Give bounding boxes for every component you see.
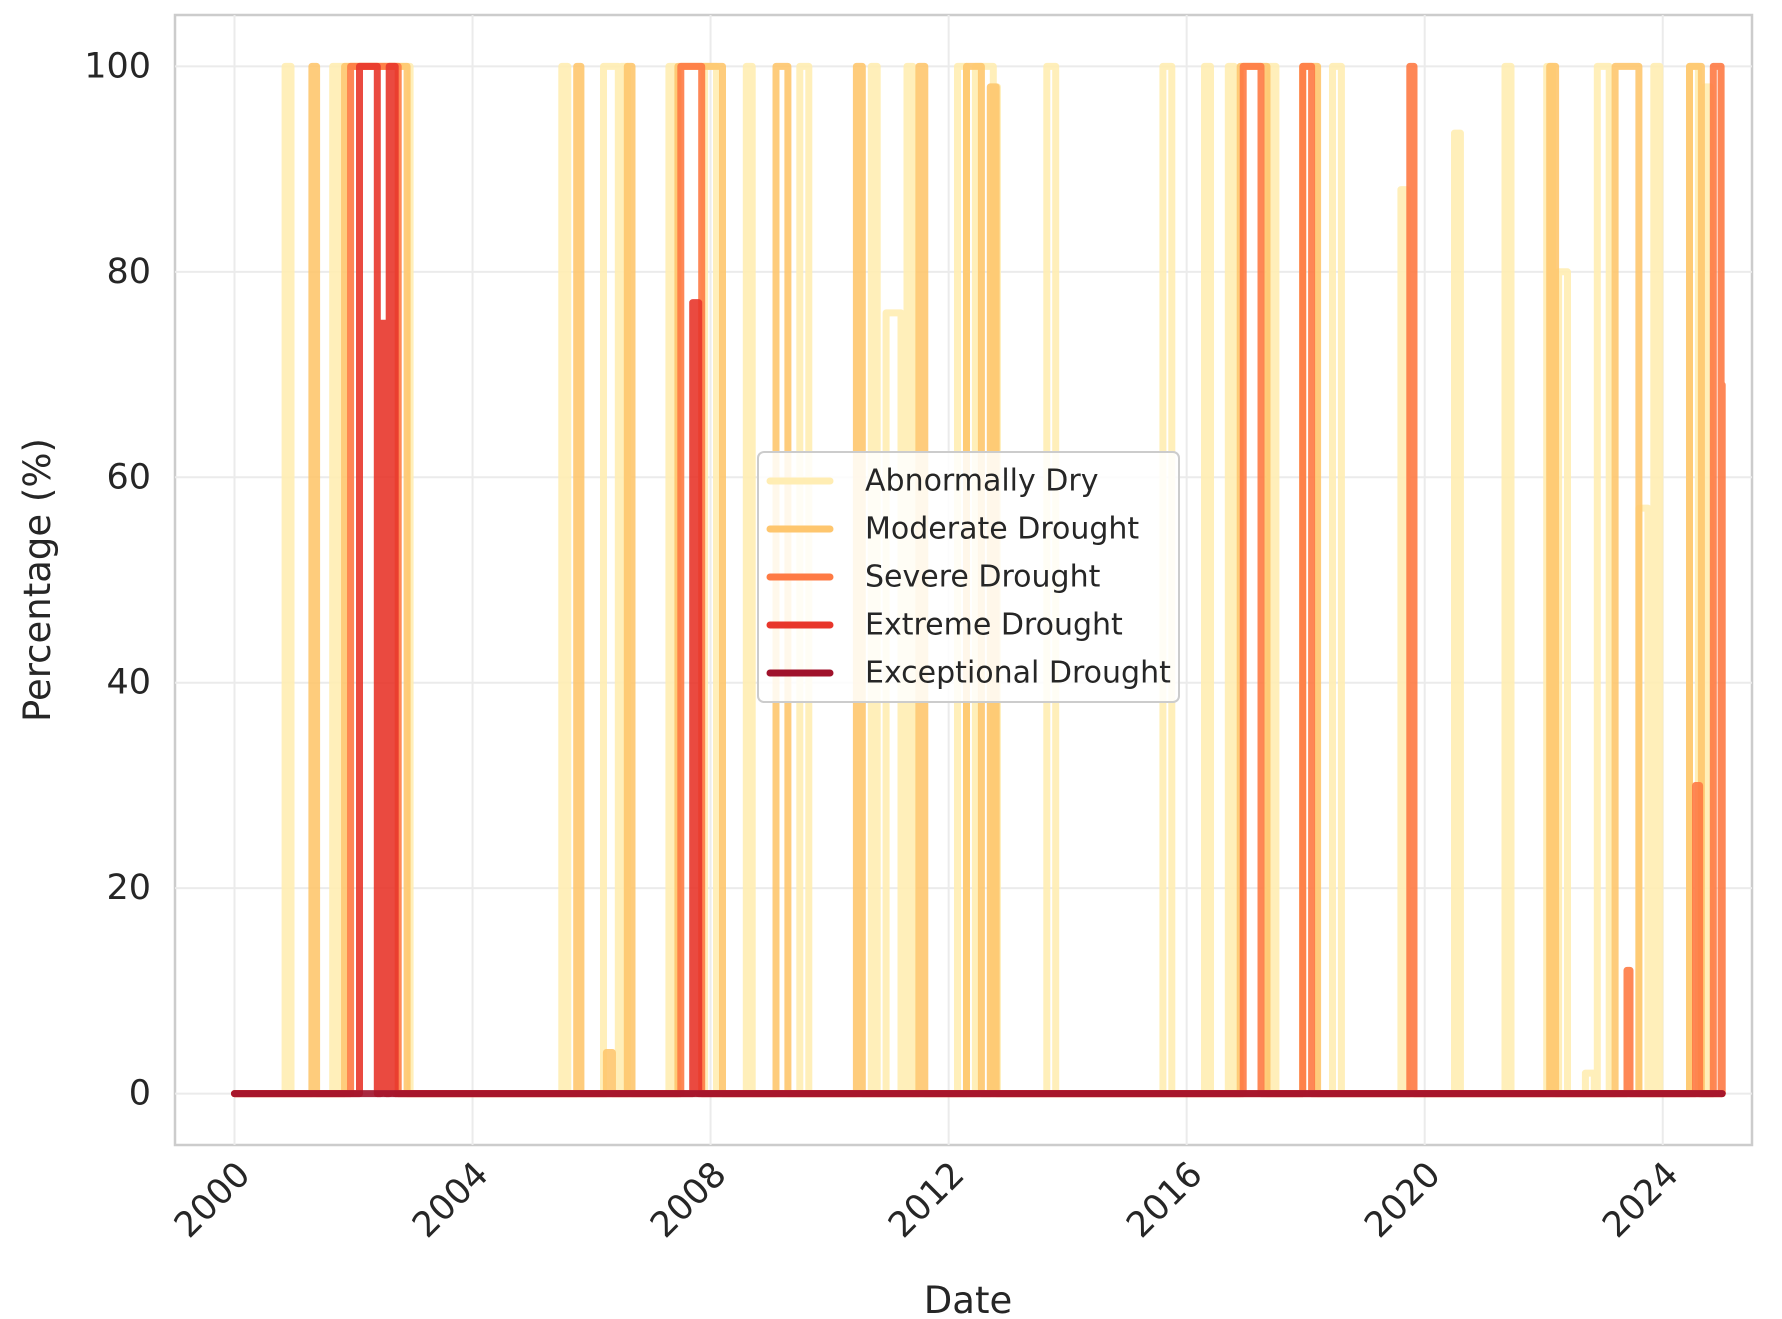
legend-label: Severe Drought [865,560,1101,595]
x-axis-title: Date [924,1279,1012,1319]
y-tick-label: 100 [84,46,151,86]
legend: Abnormally Dry Moderate Drought Severe Dro… [757,451,1180,703]
legend-label: Abnormally Dry [865,464,1099,499]
x-tick-label: 2008 [643,1155,734,1246]
y-axis: 0 20 40 60 80 100 [84,46,151,1113]
series-layer [231,62,1726,1098]
legend-label: Exceptional Drought [865,656,1171,691]
y-axis-title: Percentage (%) [16,438,59,722]
x-tick-label: 2016 [1119,1155,1210,1246]
legend-box [757,451,1180,703]
legend-label: Moderate Drought [865,512,1139,547]
y-tick-label: 60 [106,457,151,497]
x-axis: 2000 2004 2008 2012 2016 2020 2024 [167,1155,1686,1246]
x-tick-label: 2012 [881,1155,972,1246]
series-line-severe-drought [231,62,1726,1098]
legend-label: Extreme Drought [865,608,1123,643]
y-tick-label: 20 [106,868,151,908]
y-tick-label: 80 [106,252,151,292]
y-tick-label: 40 [106,663,151,703]
x-tick-label: 2020 [1357,1155,1448,1246]
x-tick-label: 2004 [405,1155,496,1246]
y-tick-label: 0 [129,1074,151,1114]
x-tick-label: 2000 [167,1155,258,1246]
x-tick-label: 2024 [1595,1155,1686,1246]
